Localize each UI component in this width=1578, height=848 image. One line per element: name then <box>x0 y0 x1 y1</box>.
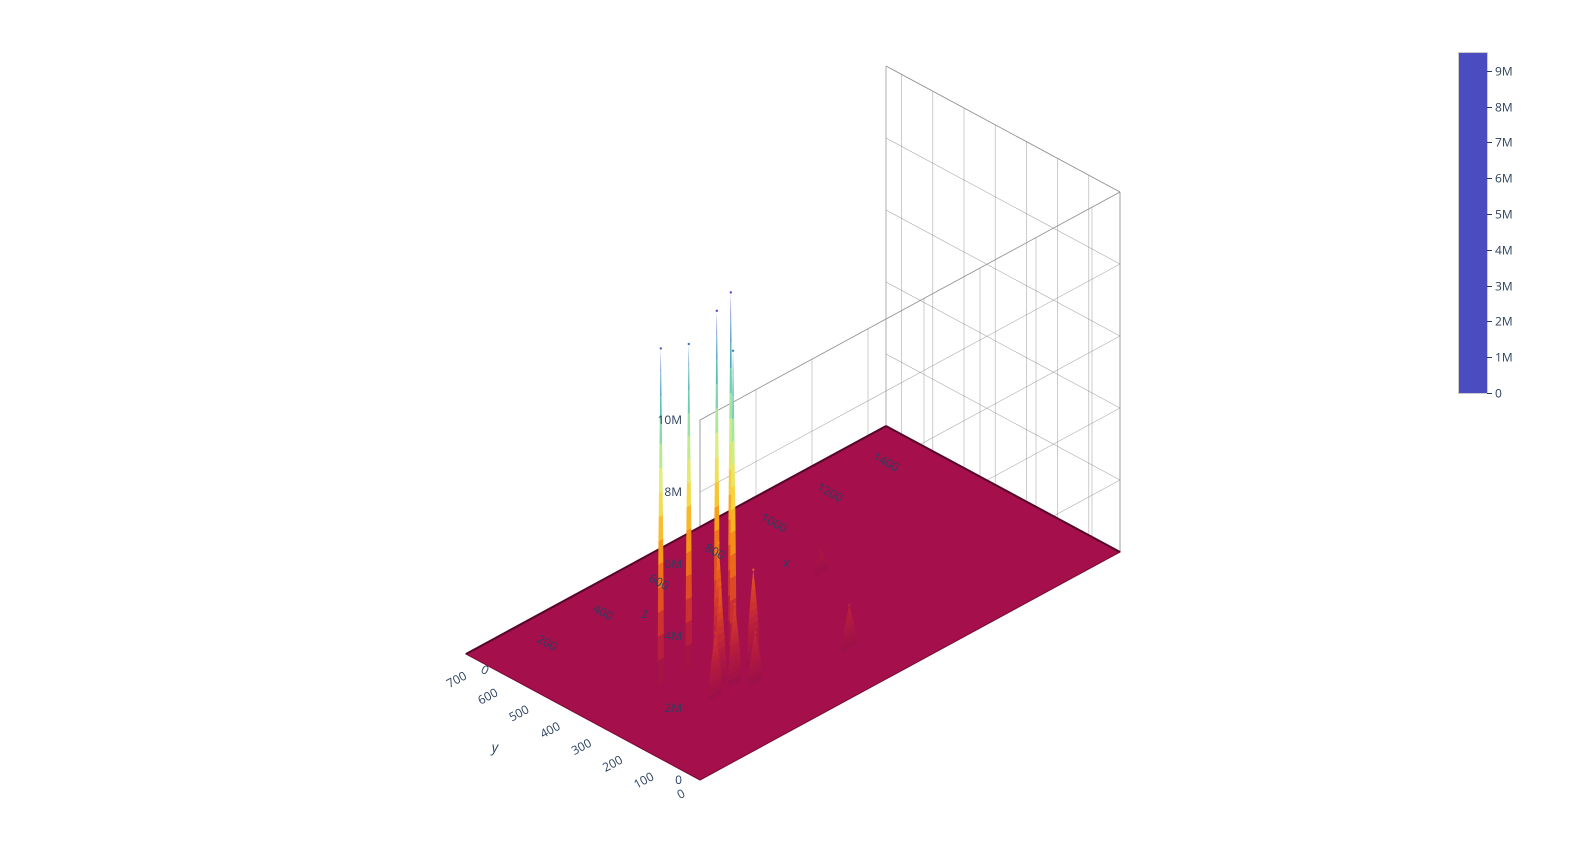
svg-text:x: x <box>782 554 791 573</box>
colorbar-tick <box>1487 142 1492 143</box>
colorbar-tick-label: 8M <box>1495 98 1513 115</box>
colorbar-tick-label: 3M <box>1495 277 1513 294</box>
colorbar-tick <box>1487 250 1492 251</box>
colorbar-tick-label: 4M <box>1495 241 1513 258</box>
colorbar-tick <box>1487 321 1492 322</box>
svg-text:10M: 10M <box>657 411 682 428</box>
svg-text:100: 100 <box>631 768 657 793</box>
colorbar-tick-label: 1M <box>1495 349 1513 366</box>
colorbar-tick <box>1487 214 1492 215</box>
colorbar-tick-label: 7M <box>1495 134 1513 151</box>
svg-text:500: 500 <box>506 700 532 725</box>
svg-text:y: y <box>490 738 500 757</box>
svg-text:0: 0 <box>674 784 688 802</box>
surface3d-plot[interactable]: 02M4M6M8M10Mz0200400600800100012001400x0… <box>0 0 1578 848</box>
svg-text:6M: 6M <box>664 555 682 572</box>
colorbar-tick-label: 5M <box>1495 206 1513 223</box>
colorbar-tick-label: 9M <box>1495 62 1513 79</box>
colorbar: 01M2M3M4M5M6M7M8M9M <box>1458 52 1488 394</box>
svg-text:300: 300 <box>568 734 594 759</box>
svg-text:0: 0 <box>478 661 492 679</box>
colorbar-tick <box>1487 107 1492 108</box>
colorbar-tick <box>1487 393 1492 394</box>
svg-text:400: 400 <box>537 717 563 742</box>
svg-text:z: z <box>641 604 649 623</box>
colorbar-tick-label: 6M <box>1495 170 1513 187</box>
colorbar-tick <box>1487 71 1492 72</box>
colorbar-tick <box>1487 357 1492 358</box>
svg-text:700: 700 <box>443 667 469 692</box>
svg-text:600: 600 <box>475 684 501 709</box>
svg-text:8M: 8M <box>664 483 682 500</box>
svg-text:4M: 4M <box>664 627 682 644</box>
svg-text:200: 200 <box>599 751 625 776</box>
colorbar-tick-label: 2M <box>1495 313 1513 330</box>
colorbar-tick <box>1487 178 1492 179</box>
colorbar-tick-label: 0 <box>1495 385 1502 402</box>
svg-text:2M: 2M <box>664 699 682 716</box>
colorbar-tick <box>1487 286 1492 287</box>
